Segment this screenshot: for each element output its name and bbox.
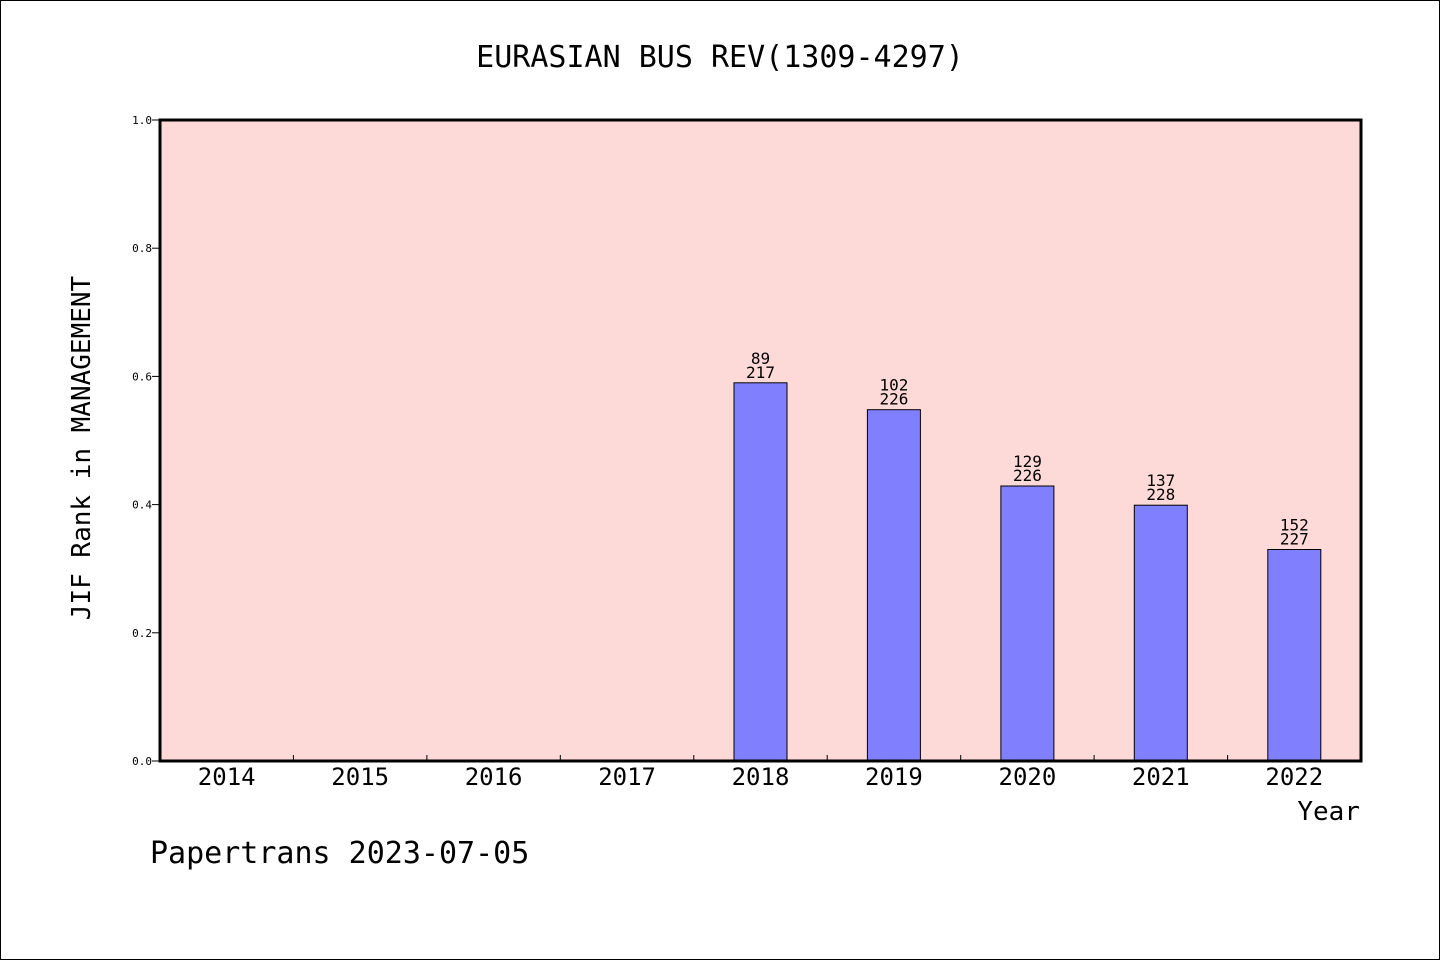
y-tick-label: 1.0	[132, 114, 152, 127]
chart-title: EURASIAN BUS REV(1309-4297)	[476, 40, 964, 75]
x-tick-label: 2018	[732, 763, 790, 791]
x-tick-label: 2019	[865, 763, 923, 791]
bar	[1000, 485, 1055, 762]
bar	[733, 382, 788, 762]
footer-credit: Papertrans 2023-07-05	[150, 836, 529, 871]
y-tick-label: 0.2	[132, 627, 152, 640]
plot-border	[158, 118, 1363, 763]
bar-label-rank: 137	[1146, 471, 1175, 490]
bar-label-rank: 102	[879, 376, 908, 395]
y-tick-label: 0.0	[132, 755, 152, 768]
bar-group	[733, 382, 1322, 762]
bar-label-total: 217	[746, 363, 775, 382]
bar-label-rank: 129	[1013, 452, 1042, 471]
x-axis-ticks: 2014 2015 2016 2017 2018 2019 2020 2021 2022	[198, 755, 1323, 791]
bar-label-total: 227	[1280, 530, 1309, 549]
y-tick-label: 0.8	[132, 242, 152, 255]
bar-label-total: 228	[1146, 485, 1175, 504]
bar	[1133, 504, 1188, 762]
x-tick-label: 2020	[999, 763, 1057, 791]
x-tick-label: 2015	[331, 763, 389, 791]
bar-label-rank: 152	[1280, 516, 1309, 535]
bar	[866, 409, 921, 762]
bar-label-total: 226	[879, 390, 908, 409]
bar-label-total: 226	[1013, 466, 1042, 485]
x-tick-label: 2014	[198, 763, 256, 791]
bar-label-rank: 89	[751, 349, 770, 368]
y-axis-label: JIF Rank in MANAGEMENT	[67, 275, 97, 620]
y-tick-label: 0.4	[132, 499, 152, 512]
y-tick-label: 0.6	[132, 370, 152, 383]
x-tick-label: 2021	[1132, 763, 1190, 791]
x-tick-label: 2022	[1265, 763, 1323, 791]
bar	[1267, 549, 1322, 762]
x-tick-label: 2016	[465, 763, 523, 791]
y-axis-ticks: 0.0 0.2 0.4 0.6 0.8 1.0	[132, 114, 160, 768]
x-axis-label: Year	[1297, 797, 1360, 827]
x-tick-label: 2017	[598, 763, 656, 791]
